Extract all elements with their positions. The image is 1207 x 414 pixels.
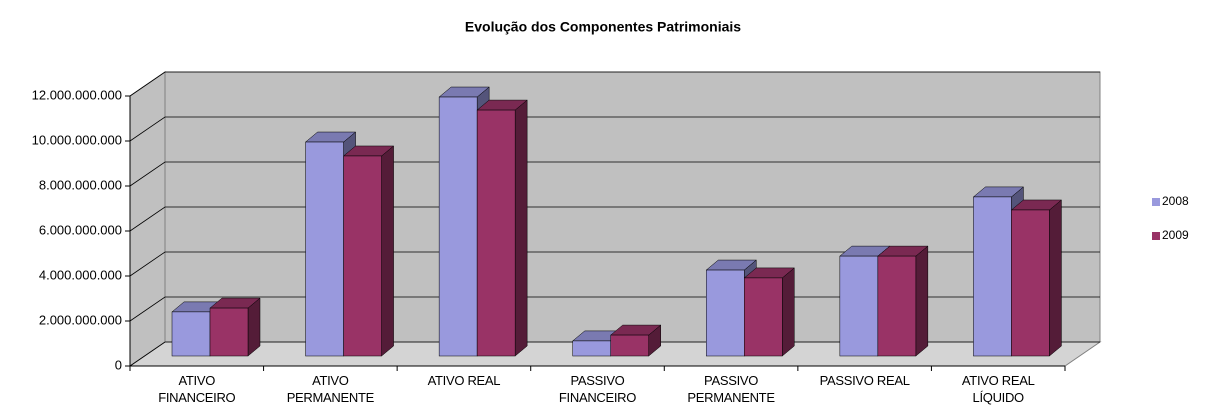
legend-swatch (1152, 198, 1160, 206)
bar-front (171, 311, 211, 357)
bar-side (782, 267, 795, 357)
bar (877, 245, 929, 357)
bar-side (915, 245, 929, 357)
grid-line (129, 251, 1100, 277)
bar (209, 297, 261, 357)
chart-title: Evolução dos Componentes Patrimoniais (465, 19, 741, 35)
x-tick-label: ATIVO FINANCEIRO (158, 373, 236, 405)
x-tick-label: PASSIVO REAL (819, 373, 910, 388)
bar-side (514, 99, 528, 357)
bar (476, 99, 528, 357)
grid-line (129, 116, 1100, 142)
legend-label: 2008 (1162, 194, 1189, 208)
x-tick-label: PASSIVO FINANCEIRO (558, 373, 637, 405)
y-tick-label: 12.000.000.000 (32, 87, 122, 102)
legend-swatch (1152, 232, 1160, 240)
x-tick-label: ATIVO REAL (427, 373, 501, 388)
bar-front (706, 269, 745, 357)
y-tick-label: 4.000.000.000 (39, 267, 122, 282)
y-tick-label: 6.000.000.000 (39, 222, 122, 237)
x-tick-label: ATIVO PERMANENTE (286, 373, 375, 405)
grid-line (129, 206, 1100, 232)
grid-line (129, 71, 1100, 97)
y-tick-label: 2.000.000.000 (39, 312, 122, 327)
y-tick-label: 8.000.000.000 (39, 177, 122, 192)
x-tick-label: PASSIVO PERMANENTE (687, 373, 775, 405)
y-tick-label: 0 (115, 357, 122, 372)
legend-label: 2009 (1162, 228, 1189, 242)
bar-front (1011, 209, 1050, 357)
bar-side (381, 145, 394, 357)
bar-front (973, 196, 1012, 357)
bar (342, 145, 395, 357)
bar-front (209, 307, 249, 357)
bar-side (1049, 199, 1062, 357)
bar-front (438, 96, 478, 357)
bar-front (744, 277, 783, 357)
bar-front (476, 109, 516, 357)
bar-front (839, 255, 879, 357)
bar (610, 324, 662, 357)
bar-front (877, 255, 917, 357)
bar-front (572, 340, 611, 357)
bar (1010, 199, 1063, 357)
bar (743, 267, 795, 357)
grid-line (129, 161, 1100, 187)
bar-front (343, 155, 382, 357)
bar-front (610, 334, 649, 357)
bar-front (305, 141, 344, 357)
y-tick-label: 10.000.000.000 (32, 132, 122, 147)
x-tick-label: ATIVO REAL LÍQUIDO (961, 373, 1035, 405)
